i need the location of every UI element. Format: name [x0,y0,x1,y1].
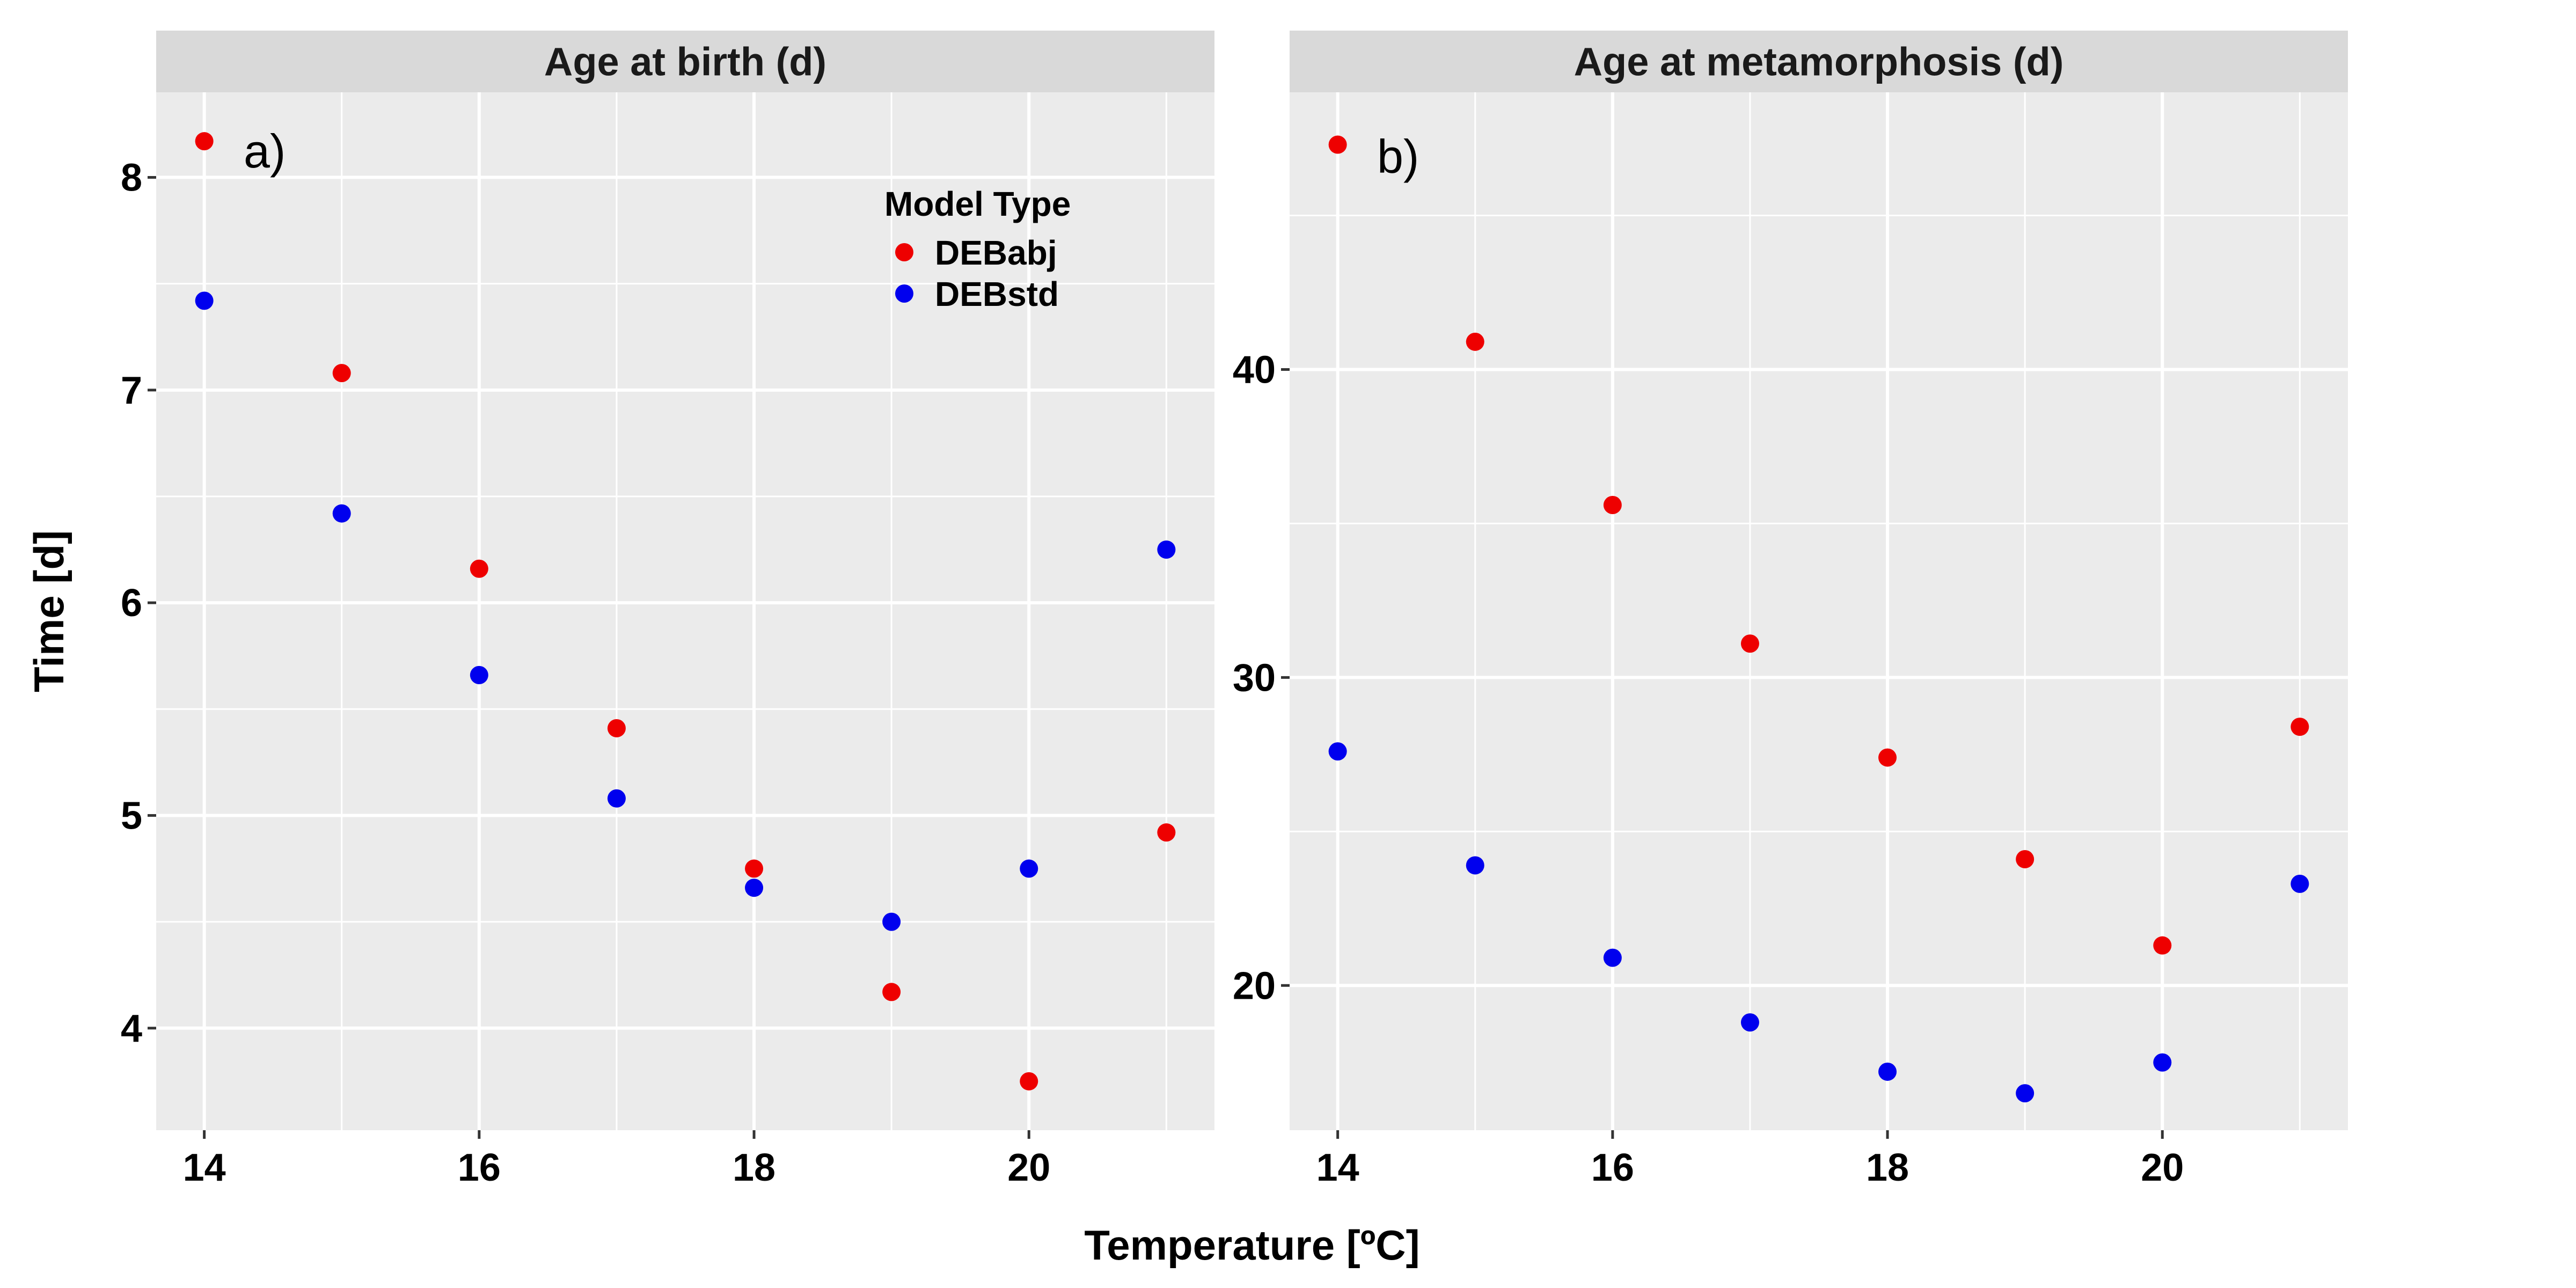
panel-b-point-debstd [1466,856,1484,875]
panel-b-x-tick-label: 14 [1316,1146,1359,1189]
legend-title: Model Type [884,185,1071,223]
panel-a-x-tick-label: 14 [183,1146,226,1189]
panel-a-y-tick-label: 4 [121,1007,142,1050]
panel-a-y-tick-label: 8 [121,157,142,200]
panel-b-point-debstd [2016,1084,2035,1103]
legend-label-debabj: DEBabj [935,233,1057,272]
panel-b-point-debstd [2290,874,2309,893]
panel-b-x-tick-label: 16 [1591,1146,1634,1189]
panel-b-point-debabj [1878,748,1897,767]
panel-a-point-debstd [882,912,901,931]
panel-b-point-debabj [1740,634,1759,653]
panel-a-point-debstd [745,879,764,897]
panel-b-point-debstd [2153,1053,2172,1072]
panel-b-point-debabj [1603,496,1622,515]
panel-a-point-debabj [195,132,214,151]
panel-b-point-debabj [2290,718,2309,736]
panel-a-point-debabj [745,859,764,878]
legend-key-debabj [895,243,913,261]
panel-b-strip [1290,31,2348,92]
panel-a-y-tick-label: 6 [121,582,142,625]
panel-b-point-debabj [2016,850,2035,868]
panel-b-point-debstd [1878,1062,1897,1081]
panel-a-title: Age at birth (d) [544,40,826,84]
panel-a-point-debabj [332,364,351,383]
panel-b-point-debabj [1328,135,1347,154]
panel-a-y-tick-label: 5 [121,794,142,837]
x-axis-title: Temperature [ºC] [1084,1221,1419,1269]
panel-b-point-debstd [1328,742,1347,761]
panel-a-point-debabj [1157,823,1176,842]
panel-a-point-debstd [1157,540,1176,559]
panel-a-strip [156,31,1214,92]
panel-b-title: Age at metamorphosis (d) [1574,40,2064,84]
panel-a-y-tick-label: 7 [121,369,142,412]
legend-key-debstd [895,284,913,303]
panel-a-background [156,92,1214,1130]
legend-label-debstd: DEBstd [935,275,1059,313]
panel-a-point-debstd [332,504,351,523]
panel-b-x-tick-label: 20 [2141,1146,2184,1189]
panel-b-y-tick-label: 40 [1233,348,1276,391]
panel-b-x-tick-label: 18 [1866,1146,1909,1189]
y-axis-title: Time [d] [25,530,72,692]
panel-b-y-tick-label: 30 [1233,656,1276,699]
panel-a-point-debabj [882,983,901,1001]
panel-b-point-debstd [1603,948,1622,967]
panel-a-point-debabj [607,719,626,737]
panel-a-tag: a) [244,125,286,178]
panel-a-x-tick-label: 18 [733,1146,775,1189]
panel-b-point-debabj [1466,332,1484,351]
panel-a-point-debabj [1020,1072,1038,1091]
panel-a-point-debstd [607,789,626,808]
panel-b-tag: b) [1377,130,1419,183]
panel-a-x-tick-label: 16 [458,1146,501,1189]
panel-a-x-tick-label: 20 [1007,1146,1050,1189]
panel-a-point-debstd [195,291,214,310]
panel-a-point-debstd [470,665,488,684]
panel-a-point-debstd [1020,859,1038,878]
panel-b-point-debstd [1740,1013,1759,1032]
panel-a-point-debabj [470,559,488,578]
panel-b-y-tick-label: 20 [1233,964,1276,1007]
panel-b-point-debabj [2153,936,2172,955]
panel-b-background [1290,92,2348,1130]
